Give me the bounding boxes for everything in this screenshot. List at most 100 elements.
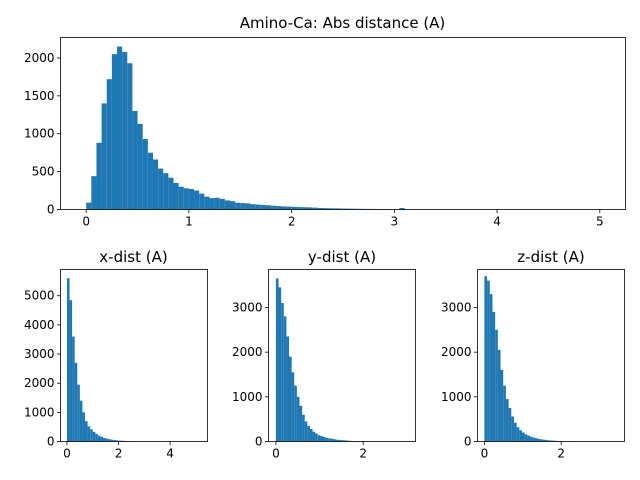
ticks-x-dist: 0 2 4 0 1000 2000 3000 4000 5000 — [24, 289, 174, 461]
histogram-bar — [399, 207, 405, 210]
histogram-bar — [278, 287, 282, 442]
histogram-bar — [66, 278, 70, 442]
histogram-bar — [302, 414, 305, 442]
histogram-bar — [97, 435, 101, 442]
x-tick-label: 0 — [481, 447, 489, 461]
bars-x-dist — [66, 278, 134, 442]
histogram-bar — [296, 396, 300, 442]
histogram-bar — [540, 439, 544, 442]
histogram-bar — [178, 186, 184, 210]
histogram-bar — [74, 362, 78, 442]
histogram-bar — [260, 204, 266, 210]
x-tick-label: 1 — [185, 215, 193, 229]
x-tick-label: 0 — [82, 215, 90, 229]
histogram-bar — [271, 205, 277, 210]
histogram-bar — [291, 372, 295, 442]
histogram-bar — [294, 385, 297, 442]
histogram-bar — [346, 440, 350, 442]
histogram-bar — [527, 435, 531, 442]
y-tick-label: 4000 — [24, 318, 55, 332]
histogram-bar — [307, 425, 310, 442]
y-tick-label: 0 — [47, 435, 55, 449]
axes-frame — [60, 269, 208, 442]
histogram-bar — [183, 188, 189, 210]
histogram-bar — [299, 405, 303, 442]
histogram-bar — [327, 208, 333, 210]
histogram-bar — [312, 431, 316, 442]
histogram-bar — [168, 177, 174, 210]
y-tick-label: 1500 — [24, 89, 55, 103]
histogram-bar — [85, 421, 88, 442]
histogram-bar — [336, 439, 339, 442]
histogram-bar — [230, 201, 236, 210]
x-tick-label: 0 — [63, 447, 71, 461]
ticks-z-dist: 0 2 0 1000 2000 3000 — [441, 300, 565, 460]
histogram-bar — [320, 436, 324, 442]
histogram-bar — [328, 438, 331, 442]
y-tick-label: 500 — [32, 165, 55, 179]
y-tick-label: 1000 — [441, 390, 472, 404]
histogram-bar — [275, 278, 279, 442]
histogram-bar — [87, 426, 91, 442]
histogram-bar — [118, 440, 122, 442]
y-tick-label: 2000 — [24, 51, 55, 65]
histogram-bar — [250, 204, 256, 210]
histogram-bar — [495, 329, 498, 442]
chart-title: y-dist (A) — [308, 248, 376, 266]
histogram-bar — [199, 193, 205, 210]
y-tick-label: 3000 — [24, 347, 55, 361]
axes-frame — [60, 37, 626, 210]
x-tick-label: 3 — [391, 215, 399, 229]
histogram-bar — [492, 311, 496, 442]
histogram-bar — [286, 206, 292, 210]
histogram-bar — [158, 168, 164, 210]
histogram-bar — [132, 111, 138, 210]
histogram-bar — [194, 190, 200, 210]
histogram-bar — [343, 440, 347, 442]
y-tick-label: 5000 — [24, 289, 55, 303]
y-tick-label: 2000 — [441, 345, 472, 359]
histogram-bar — [543, 439, 547, 442]
x-tick-label: 5 — [596, 215, 604, 229]
y-tick-label: 1000 — [24, 405, 55, 419]
histogram-bar — [77, 384, 80, 442]
histogram-bar — [152, 159, 159, 210]
histogram-bar — [317, 435, 321, 442]
histogram-bar — [173, 182, 179, 210]
histogram-bar — [333, 439, 337, 442]
histogram-bar — [82, 412, 85, 442]
histogram-bar — [341, 440, 344, 442]
histogram-bar — [524, 434, 528, 442]
histogram-bar — [551, 440, 555, 442]
y-tick-label: 1000 — [232, 390, 263, 404]
histogram-bar — [96, 142, 102, 210]
histogram-bar — [90, 429, 93, 442]
histogram-bar — [79, 400, 83, 442]
y-tick-label: 0 — [255, 435, 263, 449]
x-tick-label: 2 — [359, 447, 367, 461]
histogram-bar — [538, 439, 541, 442]
histogram-bar — [122, 51, 128, 210]
histogram-bar — [86, 202, 92, 210]
histogram-bar — [497, 349, 501, 442]
histogram-bar — [235, 202, 241, 210]
histogram-bar — [304, 421, 308, 442]
histogram-bar — [330, 438, 334, 442]
histogram-bar — [307, 207, 313, 210]
histogram-bar — [348, 208, 354, 210]
chart-title: Amino-Ca: Abs distance (A) — [240, 14, 446, 32]
histogram-bar — [535, 438, 539, 442]
chart-title: x-dist (A) — [99, 248, 167, 266]
bars-abs-distance — [86, 46, 410, 210]
x-tick-label: 0 — [272, 447, 280, 461]
histogram-bar — [142, 139, 148, 210]
y-tick-label: 2000 — [24, 376, 55, 390]
histogram-bar — [283, 316, 287, 442]
panel-abs-distance: Amino-Ca: Abs distance (A) 0 1 2 3 4 5 0 500 100… — [24, 14, 626, 229]
histogram-bar — [276, 206, 282, 210]
histogram-bar — [519, 430, 523, 442]
histogram-bar — [317, 207, 323, 210]
histogram-bar — [532, 437, 536, 442]
histogram-bar — [487, 280, 490, 442]
histogram-bar — [214, 197, 220, 210]
